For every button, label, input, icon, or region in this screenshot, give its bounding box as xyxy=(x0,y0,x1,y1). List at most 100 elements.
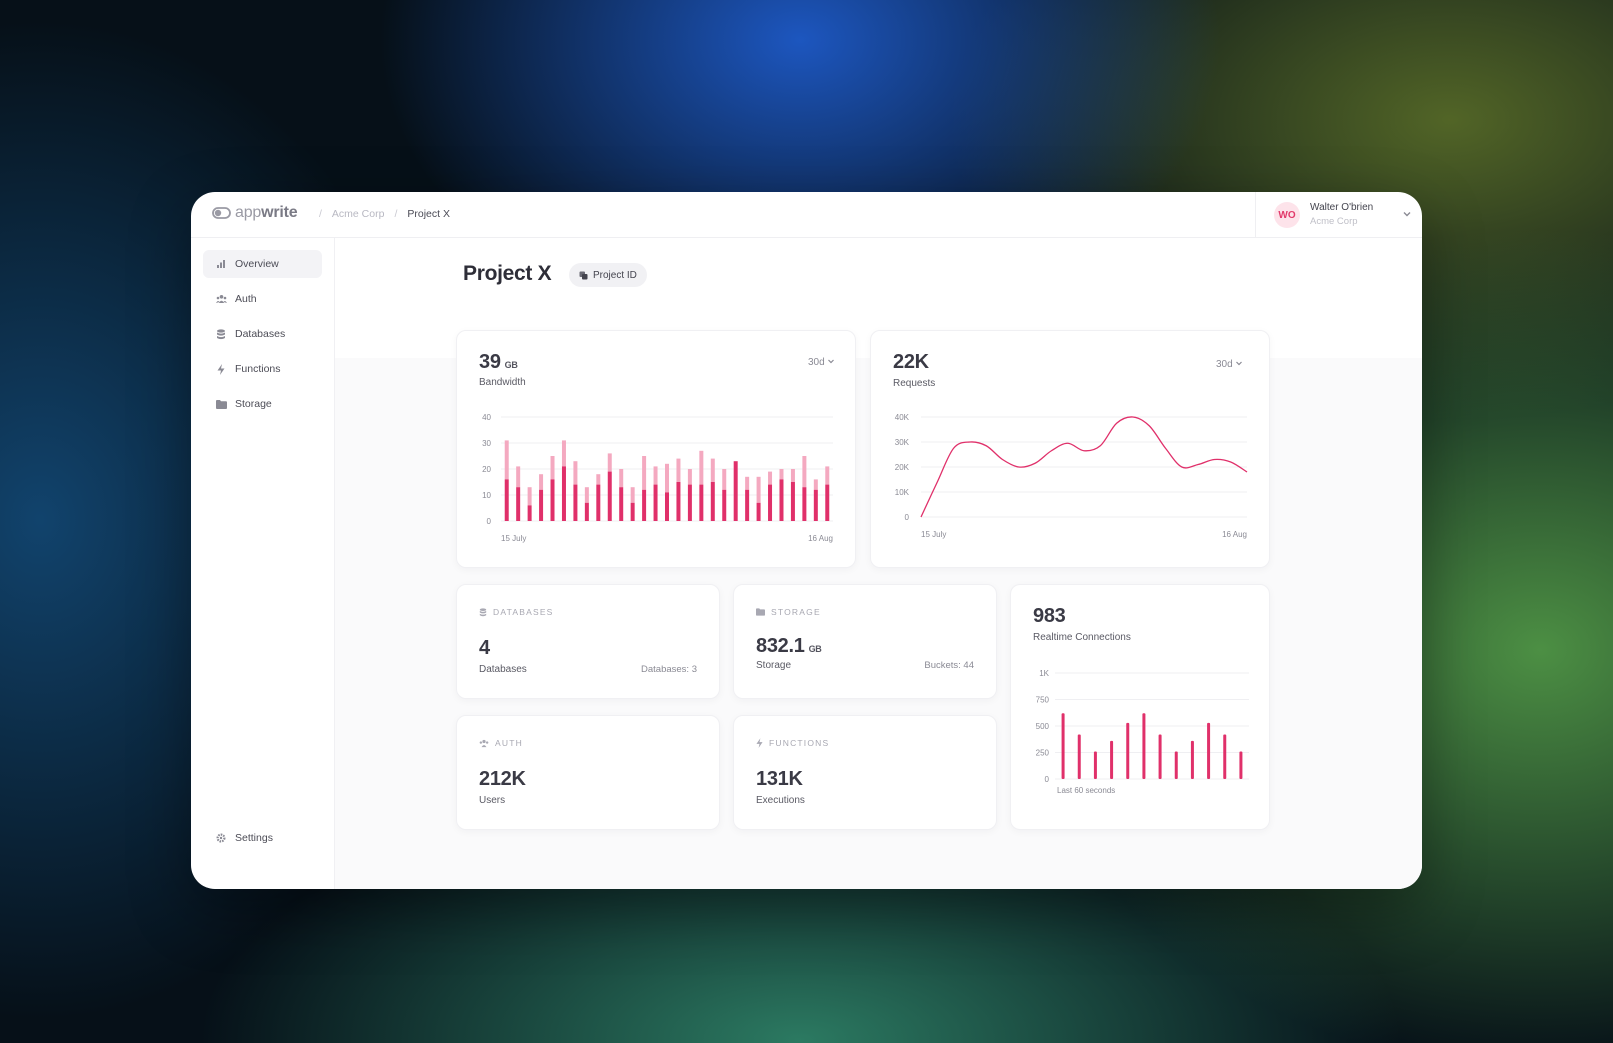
sidebar-item-label: Overview xyxy=(235,258,279,270)
databases-caption: DATABASES xyxy=(479,607,554,617)
databases-value: 4 xyxy=(479,637,490,659)
database-icon xyxy=(215,328,227,340)
requests-card: 22K Requests 30d 0 10K 20K 30K 40K 15 July 16 … xyxy=(870,330,1270,568)
bar-segment-primary xyxy=(722,489,727,521)
bar-segment-primary xyxy=(802,487,807,521)
bandwidth-card: 39 GB Bandwidth 30d 0 10 20 30 40 15 July 16 Au… xyxy=(456,330,856,568)
bar-segment-secondary xyxy=(687,469,692,485)
breadcrumb: / Acme Corp / Project X xyxy=(319,208,450,220)
bar xyxy=(1158,734,1162,779)
databases-label: Databases xyxy=(479,664,527,675)
functions-value: 131K xyxy=(756,768,803,790)
x-axis-label: Last 60 seconds xyxy=(1057,786,1115,795)
bar-segment-secondary xyxy=(745,476,750,490)
bar xyxy=(1126,722,1130,779)
bar-segment-secondary xyxy=(539,474,544,490)
bandwidth-value: 39 GB xyxy=(479,351,518,374)
bar xyxy=(1239,751,1243,779)
requests-label: Requests xyxy=(893,378,936,389)
bar xyxy=(1077,734,1081,779)
bar-segment-primary xyxy=(584,502,589,521)
folder-icon xyxy=(215,398,227,410)
bar-segment-primary xyxy=(779,479,784,521)
y-tick-label: 250 xyxy=(1036,749,1050,758)
copy-icon xyxy=(579,271,588,279)
auth-value: 212K xyxy=(479,768,526,790)
bar-segment-secondary xyxy=(573,461,578,485)
y-tick-label: 40K xyxy=(895,413,910,422)
requests-range-select[interactable]: 30d xyxy=(1216,359,1243,370)
breadcrumb-project[interactable]: Project X xyxy=(407,208,450,220)
bar-segment-secondary xyxy=(516,466,521,488)
project-id-button[interactable]: Project ID xyxy=(569,263,647,287)
bar-segment-primary xyxy=(550,479,555,521)
gear-icon xyxy=(215,832,227,844)
users-icon xyxy=(215,293,227,305)
databases-card: DATABASES 4 Databases Databases: 3 xyxy=(456,584,720,699)
realtime-chart: 0 250 500 750 1K Last 60 seconds xyxy=(1036,669,1249,795)
sidebar-item-storage[interactable]: Storage xyxy=(203,390,322,418)
y-tick-label: 20K xyxy=(895,463,910,472)
functions-caption: FUNCTIONS xyxy=(756,738,829,748)
users-icon xyxy=(479,739,489,747)
lightning-icon xyxy=(215,363,227,375)
bar-segment-primary xyxy=(825,484,830,521)
breadcrumb-org[interactable]: Acme Corp xyxy=(331,208,385,220)
bar xyxy=(1142,713,1146,779)
bar-segment-secondary xyxy=(504,440,509,480)
sidebar-item-settings[interactable]: Settings xyxy=(203,824,322,852)
bandwidth-chart: 0 10 20 30 40 15 July 16 Aug xyxy=(482,413,833,543)
x-tick-label: 15 July xyxy=(921,530,946,539)
appwrite-logo[interactable]: appwrite xyxy=(212,204,298,222)
functions-caption-text: FUNCTIONS xyxy=(769,738,830,748)
sidebar-item-label: Settings xyxy=(235,832,273,844)
bar-segment-secondary xyxy=(790,469,795,482)
user-menu[interactable]: WO Walter O'brien Acme Corp xyxy=(1255,192,1422,237)
bar-segment-secondary xyxy=(642,456,647,490)
storage-caption-text: STORAGE xyxy=(771,607,821,617)
requests-range-value: 30d xyxy=(1216,359,1233,370)
bar-segment-secondary xyxy=(653,466,658,485)
sidebar-item-auth[interactable]: Auth xyxy=(203,285,322,313)
lightning-icon xyxy=(756,738,763,748)
y-tick-label: 20 xyxy=(482,465,491,474)
database-icon xyxy=(479,607,487,616)
y-tick-label: 10 xyxy=(482,491,491,500)
sidebar-item-label: Auth xyxy=(235,293,257,305)
y-tick-label: 500 xyxy=(1036,722,1050,731)
sidebar-item-overview[interactable]: Overview xyxy=(203,250,322,278)
chevron-down-icon xyxy=(1403,212,1411,217)
y-tick-label: 10K xyxy=(895,488,910,497)
storage-label: Storage xyxy=(756,660,792,671)
sidebar-item-functions[interactable]: Functions xyxy=(203,355,322,383)
auth-caption-text: AUTH xyxy=(495,738,523,748)
auth-caption: AUTH xyxy=(479,738,523,748)
bar-segment-primary xyxy=(619,487,624,521)
sidebar-item-label: Functions xyxy=(235,363,281,375)
sidebar-item-label: Storage xyxy=(235,398,272,410)
y-tick-label: 30 xyxy=(482,439,491,448)
folder-icon xyxy=(756,608,765,616)
appwrite-logo-icon xyxy=(212,207,231,219)
bar-segment-primary xyxy=(790,482,795,521)
bar-segment-secondary xyxy=(756,476,761,503)
y-tick-label: 1K xyxy=(1039,669,1049,678)
sidebar: Overview Auth Databases Functions Storag… xyxy=(191,238,335,889)
functions-card: FUNCTIONS 131K Executions xyxy=(733,715,997,830)
bar-segment-primary xyxy=(516,487,521,521)
bandwidth-range-select[interactable]: 30d xyxy=(808,357,835,368)
bar-segment-primary xyxy=(687,484,692,521)
chart-icon xyxy=(215,258,227,270)
bar xyxy=(1093,751,1097,779)
bar-segment-primary xyxy=(653,484,658,521)
bar-segment-primary xyxy=(756,502,761,521)
bandwidth-unit: GB xyxy=(504,360,518,370)
x-tick-label: 16 Aug xyxy=(1222,530,1247,539)
sidebar-item-databases[interactable]: Databases xyxy=(203,320,322,348)
chevron-down-icon xyxy=(828,359,835,364)
y-tick-label: 30K xyxy=(895,438,910,447)
realtime-card: 983 Realtime Connections 0 250 500 750 1K Las… xyxy=(1010,584,1270,830)
databases-meta: Databases: 3 xyxy=(641,664,697,675)
bar-segment-primary xyxy=(630,502,635,521)
storage-value: 832.1 GB xyxy=(756,635,822,658)
